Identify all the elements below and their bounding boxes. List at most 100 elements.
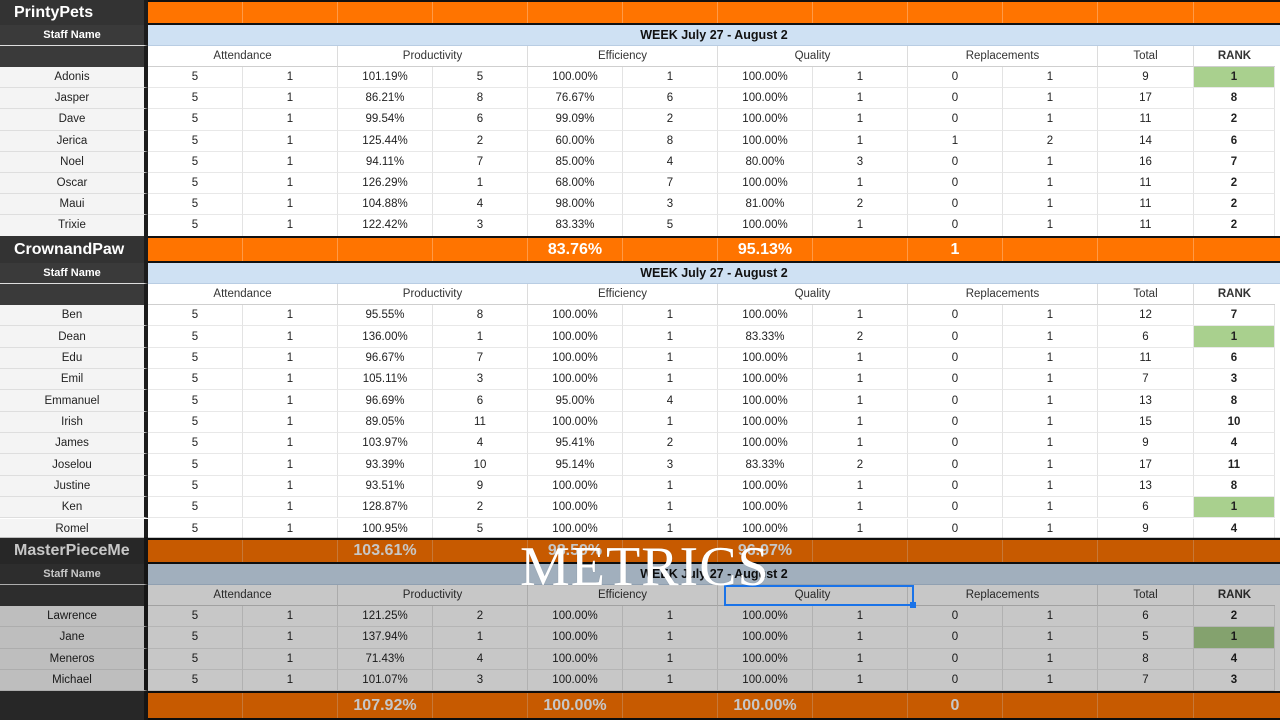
- data-cell[interactable]: 0: [908, 215, 1003, 237]
- data-cell[interactable]: 100.00%: [718, 173, 813, 195]
- data-cell[interactable]: 103.97%: [338, 433, 433, 455]
- summary-cell[interactable]: 100.00%: [528, 693, 623, 718]
- summary-cell[interactable]: [813, 693, 908, 718]
- data-cell[interactable]: 125.44%: [338, 130, 433, 152]
- summary-cell[interactable]: [718, 2, 813, 23]
- data-cell[interactable]: 95.00%: [528, 390, 623, 412]
- data-cell[interactable]: 86.21%: [338, 88, 433, 110]
- data-cell[interactable]: 85.00%: [528, 151, 623, 173]
- summary-cell[interactable]: [433, 693, 528, 718]
- data-cell[interactable]: 7: [1098, 669, 1194, 691]
- data-cell[interactable]: 1: [1003, 347, 1098, 370]
- data-cell[interactable]: 1: [243, 606, 338, 628]
- data-cell[interactable]: 1: [1003, 326, 1098, 348]
- rank-cell[interactable]: 6: [1194, 130, 1275, 152]
- data-cell[interactable]: 9: [1098, 518, 1194, 540]
- data-cell[interactable]: 100.00%: [528, 606, 623, 628]
- data-cell[interactable]: 100.00%: [528, 305, 623, 327]
- data-cell[interactable]: 100.00%: [528, 347, 623, 370]
- data-cell[interactable]: 2: [433, 606, 528, 628]
- staff-name[interactable]: Emil: [0, 369, 148, 391]
- data-cell[interactable]: 1: [813, 88, 908, 110]
- data-cell[interactable]: 100.95%: [338, 518, 433, 540]
- summary-cell[interactable]: [1194, 540, 1275, 562]
- data-cell[interactable]: 5: [148, 606, 243, 628]
- column-header-productivity[interactable]: Productivity: [338, 46, 528, 67]
- summary-cell[interactable]: 83.76%: [528, 238, 623, 261]
- data-cell[interactable]: 1: [1003, 497, 1098, 519]
- data-cell[interactable]: 83.33%: [718, 454, 813, 476]
- data-cell[interactable]: 1: [623, 347, 718, 370]
- data-cell[interactable]: 80.00%: [718, 151, 813, 173]
- data-cell[interactable]: 1: [1003, 669, 1098, 691]
- summary-cell[interactable]: 1: [908, 238, 1003, 261]
- data-cell[interactable]: 1: [813, 475, 908, 498]
- data-cell[interactable]: 60.00%: [528, 130, 623, 152]
- data-cell[interactable]: 76.67%: [528, 88, 623, 110]
- data-cell[interactable]: 6: [1098, 497, 1194, 519]
- data-cell[interactable]: 1: [433, 326, 528, 348]
- data-cell[interactable]: 100.00%: [718, 606, 813, 628]
- column-header-rank[interactable]: RANK: [1194, 284, 1275, 305]
- data-cell[interactable]: 100.00%: [718, 67, 813, 89]
- data-cell[interactable]: 83.33%: [718, 326, 813, 348]
- data-cell[interactable]: 99.09%: [528, 109, 623, 131]
- data-cell[interactable]: 100.00%: [718, 497, 813, 519]
- data-cell[interactable]: 16: [1098, 151, 1194, 173]
- staff-name[interactable]: Romel: [0, 518, 148, 540]
- data-cell[interactable]: 100.00%: [528, 648, 623, 670]
- data-cell[interactable]: 100.00%: [528, 518, 623, 540]
- data-cell[interactable]: 5: [148, 109, 243, 131]
- data-cell[interactable]: 7: [1098, 369, 1194, 391]
- data-cell[interactable]: 0: [908, 606, 1003, 628]
- summary-cell[interactable]: [1098, 2, 1194, 23]
- summary-cell[interactable]: [1003, 540, 1098, 562]
- staff-name[interactable]: Trixie: [0, 215, 148, 237]
- column-header-total[interactable]: Total: [1098, 46, 1194, 67]
- data-cell[interactable]: 1: [243, 173, 338, 195]
- column-header-quality[interactable]: Quality: [718, 585, 908, 606]
- rank-cell[interactable]: 7: [1194, 305, 1275, 327]
- summary-cell[interactable]: [528, 2, 623, 23]
- data-cell[interactable]: 1: [243, 433, 338, 455]
- summary-cell[interactable]: [1003, 238, 1098, 261]
- data-cell[interactable]: 4: [623, 151, 718, 173]
- data-cell[interactable]: 1: [813, 67, 908, 89]
- data-cell[interactable]: 1: [243, 369, 338, 391]
- data-cell[interactable]: 7: [433, 347, 528, 370]
- summary-cell[interactable]: 100.00%: [718, 693, 813, 718]
- data-cell[interactable]: 1: [813, 433, 908, 455]
- data-cell[interactable]: 1: [623, 497, 718, 519]
- rank-cell[interactable]: 4: [1194, 518, 1275, 540]
- data-cell[interactable]: 1: [243, 627, 338, 649]
- data-cell[interactable]: 7: [623, 173, 718, 195]
- rank-cell[interactable]: 2: [1194, 109, 1275, 131]
- staff-name[interactable]: Emmanuel: [0, 390, 148, 412]
- data-cell[interactable]: 1: [243, 88, 338, 110]
- rank-cell[interactable]: 2: [1194, 194, 1275, 216]
- summary-cell[interactable]: [1194, 693, 1275, 718]
- data-cell[interactable]: 122.42%: [338, 215, 433, 237]
- data-cell[interactable]: 0: [908, 305, 1003, 327]
- data-cell[interactable]: 3: [623, 454, 718, 476]
- data-cell[interactable]: 1: [813, 347, 908, 370]
- data-cell[interactable]: 100.00%: [718, 215, 813, 237]
- data-cell[interactable]: 1: [1003, 454, 1098, 476]
- data-cell[interactable]: 137.94%: [338, 627, 433, 649]
- staff-name[interactable]: Irish: [0, 411, 148, 434]
- data-cell[interactable]: 11: [1098, 215, 1194, 237]
- staff-name[interactable]: Jerica: [0, 130, 148, 152]
- data-cell[interactable]: 100.00%: [718, 518, 813, 540]
- data-cell[interactable]: 5: [148, 326, 243, 348]
- data-cell[interactable]: 0: [908, 194, 1003, 216]
- data-cell[interactable]: 1: [1003, 369, 1098, 391]
- column-header-attendance[interactable]: Attendance: [148, 284, 338, 305]
- column-header-rank[interactable]: RANK: [1194, 585, 1275, 606]
- data-cell[interactable]: 3: [813, 151, 908, 173]
- data-cell[interactable]: 5: [433, 518, 528, 540]
- data-cell[interactable]: 0: [908, 151, 1003, 173]
- data-cell[interactable]: 0: [908, 347, 1003, 370]
- staff-name[interactable]: Dave: [0, 109, 148, 131]
- data-cell[interactable]: 100.00%: [718, 475, 813, 498]
- staff-name[interactable]: Adonis: [0, 67, 148, 89]
